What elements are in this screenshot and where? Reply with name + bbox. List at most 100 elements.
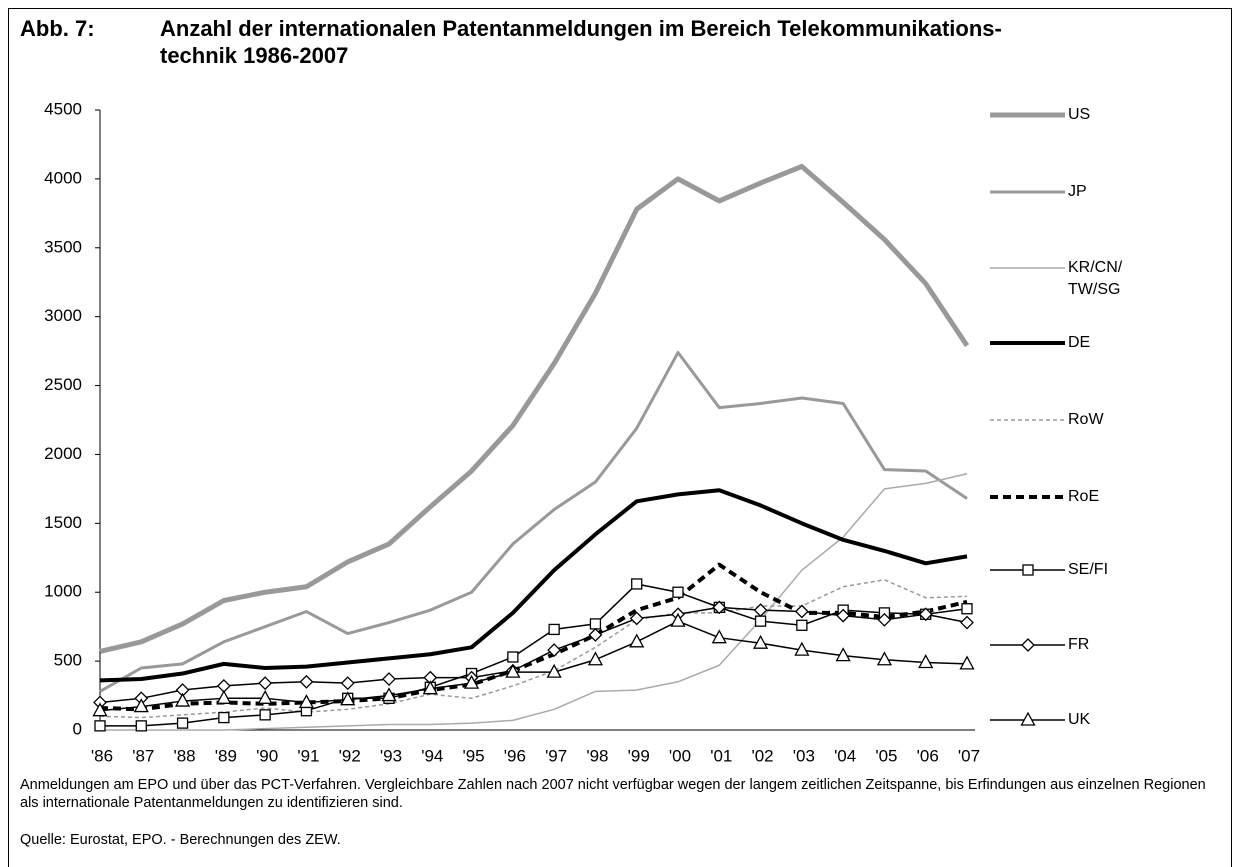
x-tick-label: '93	[380, 746, 402, 765]
data-point	[629, 611, 644, 626]
data-point	[587, 651, 604, 666]
data-point	[876, 651, 893, 666]
data-point	[794, 604, 809, 619]
data-point	[92, 702, 108, 717]
chart-title: technik 1986-2007	[160, 43, 348, 68]
data-point	[836, 608, 851, 623]
series-line	[99, 620, 968, 712]
x-tick-label: '91	[297, 746, 319, 765]
legend-label: US	[1068, 106, 1090, 123]
data-point	[216, 689, 232, 704]
data-point	[298, 694, 315, 709]
data-point	[918, 654, 934, 669]
data-point	[877, 612, 892, 627]
y-tick-label: 1000	[44, 582, 82, 601]
data-point	[422, 680, 438, 695]
data-point	[547, 643, 562, 658]
data-point	[588, 628, 603, 642]
x-tick-label: '05	[875, 746, 897, 765]
data-point	[94, 720, 106, 732]
data-point	[631, 578, 643, 590]
chart-title: Anzahl der internationalen Patentanmeldu…	[160, 16, 1002, 41]
data-point	[259, 709, 271, 721]
data-point	[629, 633, 645, 648]
legend-label: KR/CN/TW/SG	[1068, 259, 1123, 298]
data-point	[299, 674, 314, 689]
data-point	[712, 600, 727, 615]
data-point	[961, 603, 973, 615]
data-point	[174, 692, 191, 707]
data-point	[340, 691, 356, 706]
x-tick-label: '89	[215, 746, 237, 765]
data-point	[794, 641, 810, 656]
x-tick-label: '07	[958, 746, 980, 765]
data-point	[257, 689, 273, 704]
y-tick-label: 3000	[44, 306, 82, 325]
x-tick-label: '06	[917, 746, 939, 765]
x-tick-label: '96	[504, 746, 526, 765]
data-point	[670, 612, 686, 627]
data-point	[382, 672, 396, 686]
data-point	[505, 663, 521, 678]
data-point	[176, 717, 189, 729]
x-tick-label: '00	[669, 746, 691, 765]
data-point	[959, 655, 975, 670]
data-point	[835, 647, 851, 662]
footnote: Anmeldungen am EPO und über das PCT-Verf…	[20, 777, 1206, 811]
legend-label: JP	[1068, 183, 1087, 200]
x-tick-label: '01	[710, 746, 732, 765]
data-point	[135, 720, 147, 732]
legend-label: SE/FI	[1068, 561, 1108, 578]
y-tick-label: 3500	[44, 237, 82, 256]
y-tick-label: 500	[54, 651, 82, 670]
legend-label: UK	[1068, 711, 1091, 728]
x-tick-label: '97	[545, 746, 567, 765]
legend-label: DE	[1068, 334, 1090, 351]
y-tick-label: 0	[73, 719, 82, 738]
data-point	[589, 618, 602, 630]
data-point	[548, 623, 560, 636]
y-tick-label: 4500	[44, 99, 82, 118]
x-tick-label: '90	[256, 746, 278, 765]
data-point	[218, 711, 230, 724]
series-line	[99, 350, 968, 693]
data-point	[711, 629, 727, 644]
x-tick-label: '02	[751, 746, 773, 765]
y-tick-label: 2500	[44, 375, 82, 394]
source: Quelle: Eurostat, EPO. - Berechnungen de…	[20, 832, 341, 848]
data-point	[340, 676, 355, 691]
series-line	[99, 562, 968, 712]
x-tick-label: '99	[628, 746, 650, 765]
legend-marker	[1022, 564, 1034, 576]
series-line	[100, 473, 968, 731]
data-point	[258, 676, 273, 691]
data-point	[672, 586, 684, 598]
data-point	[752, 634, 769, 649]
data-point	[960, 615, 974, 630]
x-tick-label: '04	[834, 746, 856, 765]
data-point	[796, 619, 808, 631]
data-point	[133, 698, 149, 713]
data-point	[918, 607, 933, 622]
data-point	[507, 651, 519, 663]
x-tick-label: '94	[421, 746, 443, 765]
x-tick-label: '03	[793, 746, 815, 765]
data-point	[753, 603, 768, 618]
data-point	[754, 615, 767, 627]
x-tick-label: '86	[91, 746, 113, 765]
series-line	[99, 163, 970, 654]
series-line	[99, 488, 968, 683]
legend-marker	[1021, 638, 1035, 652]
x-tick-label: '95	[462, 746, 484, 765]
y-tick-label: 1500	[44, 513, 82, 532]
figure-label: Abb. 7:	[20, 16, 95, 41]
x-tick-label: '98	[586, 746, 608, 765]
y-tick-label: 2000	[44, 444, 82, 463]
data-point	[381, 687, 397, 702]
legend-marker	[1020, 711, 1036, 726]
x-tick-label: '92	[339, 746, 361, 765]
x-tick-label: '88	[173, 746, 195, 765]
x-tick-label: '87	[132, 746, 154, 765]
